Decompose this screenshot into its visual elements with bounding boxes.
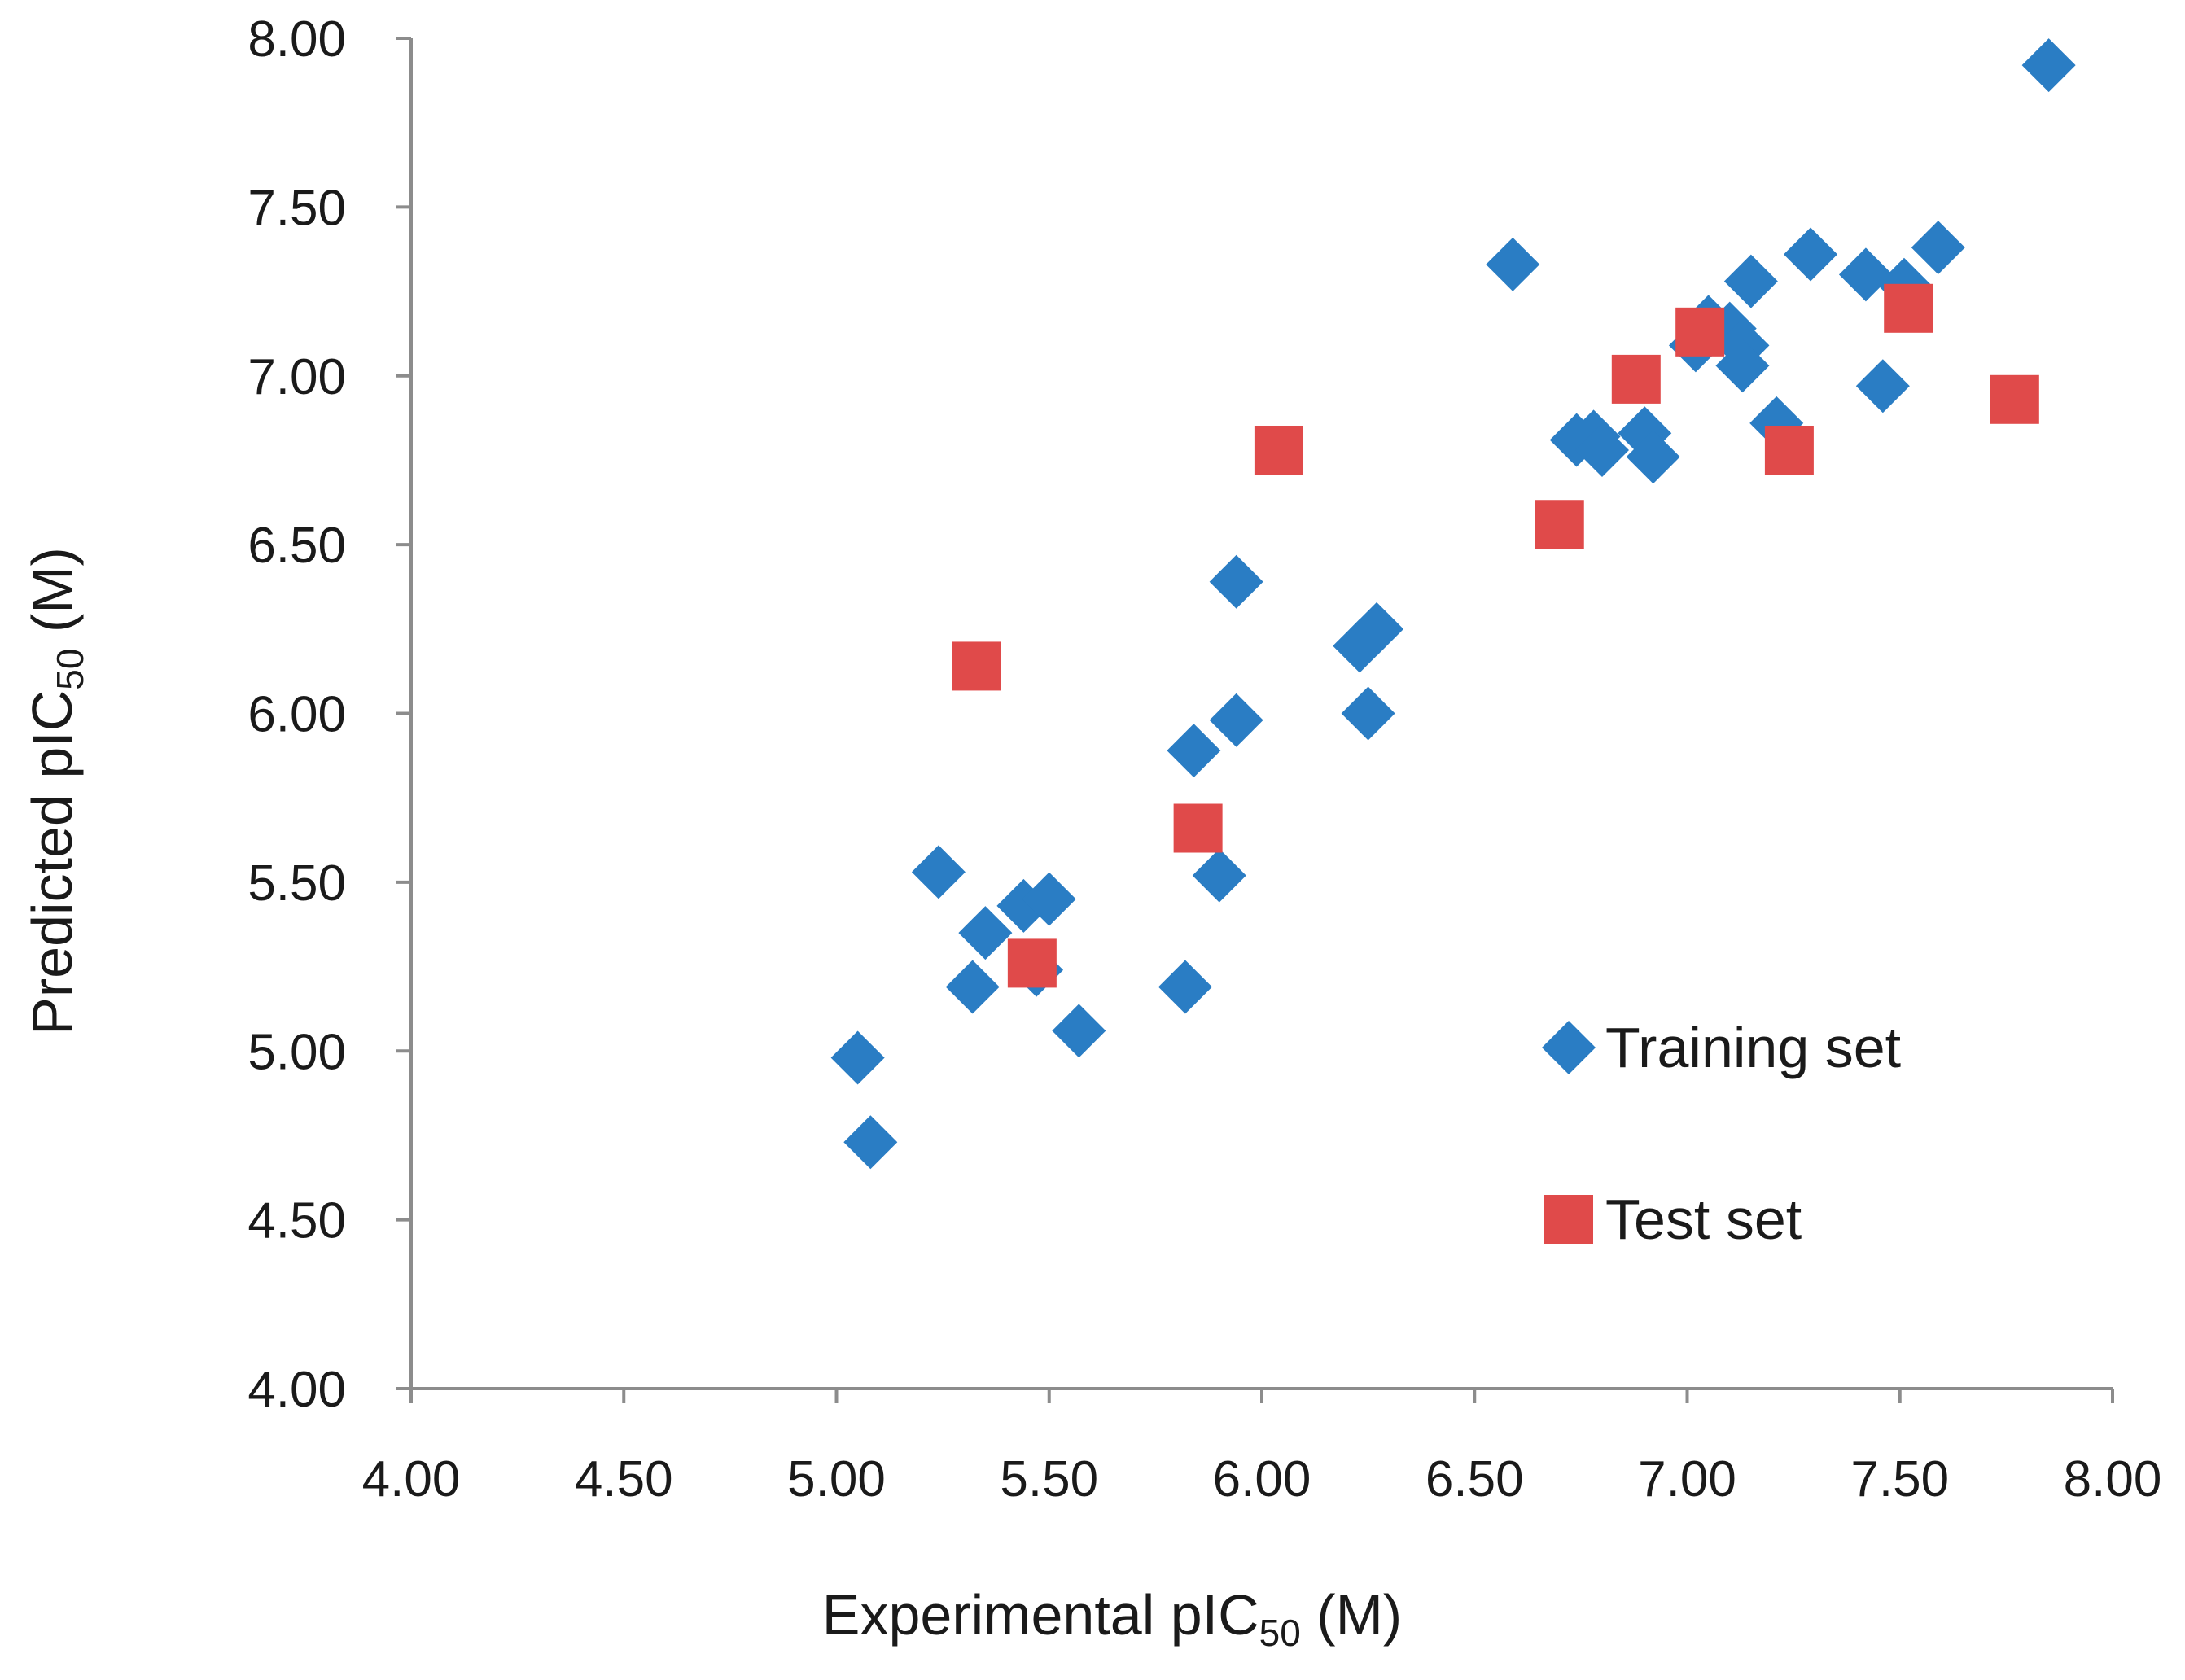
legend-square-icon	[1544, 1195, 1593, 1244]
y-tick-label: 4.50	[247, 1193, 346, 1249]
training-set-point	[1052, 1004, 1106, 1058]
x-tick-label: 6.00	[1213, 1451, 1311, 1507]
x-axis-title-suffix: (M)	[1301, 1583, 1402, 1647]
legend-label: Test set	[1605, 1188, 1802, 1251]
y-axis-title-suffix: (M)	[20, 547, 84, 648]
training-set-point	[911, 845, 966, 899]
legend-item-training-set: Training set	[1542, 1016, 1901, 1079]
x-tick-label: 4.00	[362, 1451, 461, 1507]
training-set-point	[1575, 422, 1629, 477]
y-tick-label: 6.00	[247, 687, 346, 743]
x-axis-title: Experimental pIC50 (M)	[822, 1583, 1402, 1654]
test-set-point	[1611, 354, 1661, 404]
legend-label: Training set	[1605, 1016, 1901, 1079]
y-axis-title-subscript: 50	[49, 649, 91, 690]
test-set-point	[952, 641, 1001, 691]
test-set-point	[1007, 938, 1057, 988]
legend-item-test-set: Test set	[1544, 1188, 1802, 1251]
training-set-point	[945, 960, 1000, 1014]
training-set-point	[1209, 554, 1263, 609]
training-set-point	[1784, 227, 1838, 282]
training-set-point	[1486, 237, 1540, 291]
test-set-point	[1764, 425, 1814, 475]
data-points	[830, 38, 2076, 1170]
y-axis-title: Predicted pIC50 (M)	[20, 547, 91, 1035]
training-set-point	[1855, 359, 1910, 413]
training-set-point	[2021, 38, 2076, 93]
x-tick-label: 6.50	[1425, 1451, 1524, 1507]
tick-labels: 4.00 4.50 5.00 5.50 6.00 6.50 7.00 7.50 8.00 4.00…	[247, 11, 2161, 1507]
y-tick-label: 5.00	[247, 1024, 346, 1080]
legend-diamond-icon	[1542, 1021, 1596, 1074]
test-set-point	[1254, 425, 1303, 475]
x-tick-label: 7.00	[1638, 1451, 1736, 1507]
x-tick-label: 5.00	[787, 1451, 886, 1507]
x-tick-label: 5.50	[1000, 1451, 1098, 1507]
training-set-point	[1341, 686, 1395, 741]
test-set-point	[1990, 374, 2039, 424]
training-set-point	[1911, 221, 1965, 275]
training-set-point	[1350, 602, 1404, 656]
y-tick-label: 5.50	[247, 855, 346, 912]
training-set-point	[1158, 960, 1212, 1014]
training-set-point	[830, 1030, 885, 1085]
y-axis-title-prefix: Predicted pIC	[20, 690, 84, 1035]
training-set-point	[1626, 430, 1680, 484]
x-axis-title-subscript: 50	[1259, 1612, 1301, 1654]
training-set-point	[1838, 247, 1893, 302]
y-tick-label: 4.00	[247, 1362, 346, 1418]
y-tick-label: 8.00	[247, 11, 346, 68]
test-set-point	[1884, 283, 1933, 333]
x-tick-label: 7.50	[1850, 1451, 1949, 1507]
legend: Training set Test set	[1542, 1016, 1901, 1251]
training-set-point	[1167, 724, 1221, 778]
training-set-point	[1022, 872, 1076, 926]
x-tick-label: 8.00	[2064, 1451, 2162, 1507]
training-set-point	[843, 1115, 898, 1170]
y-tick-label: 6.50	[247, 518, 346, 574]
axes	[396, 37, 2114, 1403]
test-set-point	[1535, 500, 1584, 549]
training-set-point	[958, 906, 1013, 960]
training-set-point	[1715, 339, 1770, 393]
y-tick-label: 7.50	[247, 180, 346, 236]
training-set-point	[1192, 848, 1246, 903]
x-axis-title-prefix: Experimental pIC	[822, 1583, 1259, 1647]
y-tick-label: 7.00	[247, 349, 346, 405]
x-tick-label: 4.50	[575, 1451, 673, 1507]
training-set-point	[1723, 254, 1778, 308]
test-set-point	[1675, 307, 1725, 357]
training-set-point	[1209, 693, 1263, 747]
test-set-point	[1173, 803, 1223, 853]
